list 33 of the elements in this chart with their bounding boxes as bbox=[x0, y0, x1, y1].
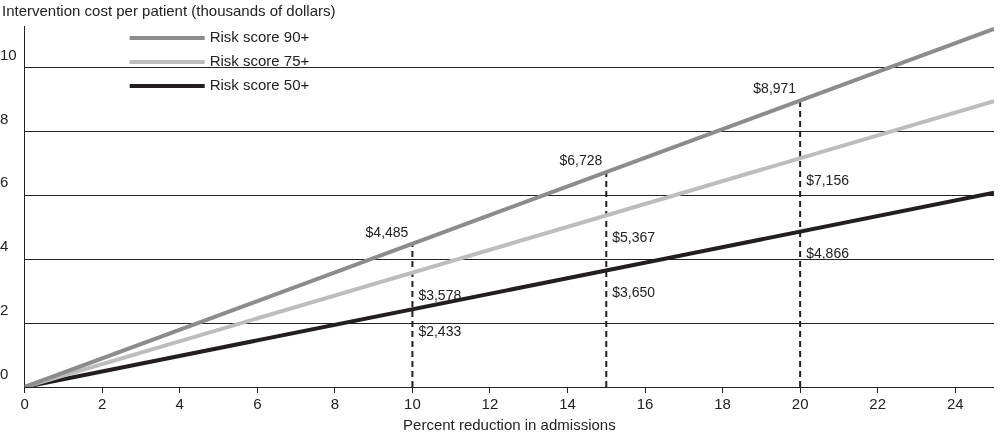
legend-label: Risk score 75+ bbox=[209, 52, 310, 70]
y-tick-label: 6 bbox=[0, 173, 9, 191]
annotation: $3,578 bbox=[418, 286, 462, 303]
annotation: $3,650 bbox=[612, 284, 656, 301]
y-tick-label: 10 bbox=[0, 45, 17, 63]
x-tick-label: 24 bbox=[946, 395, 964, 413]
x-tick-label: 22 bbox=[869, 395, 887, 413]
x-tick-label: 14 bbox=[559, 395, 576, 413]
x-tick-label: 16 bbox=[636, 395, 654, 413]
annotation: $6,728 bbox=[559, 151, 603, 168]
y-tick-label: 0 bbox=[0, 365, 9, 383]
x-tick-label: 0 bbox=[20, 395, 29, 413]
y-tick-label: 8 bbox=[0, 109, 9, 127]
annotation: $4,866 bbox=[806, 245, 850, 262]
x-tick-label: 6 bbox=[253, 395, 262, 413]
x-tick-label: 10 bbox=[404, 395, 421, 413]
y-axis-title: Intervention cost per patient (thousands of dollars) bbox=[2, 2, 336, 19]
x-tick-label: 8 bbox=[330, 395, 340, 413]
y-tick-label: 4 bbox=[0, 237, 9, 255]
annotation: $8,971 bbox=[753, 80, 797, 97]
x-axis-title: Percent reduction in admissions bbox=[403, 416, 616, 434]
legend-label: Risk score 90+ bbox=[209, 28, 310, 46]
x-tick-label: 18 bbox=[714, 395, 731, 413]
x-tick-label: 4 bbox=[175, 395, 184, 413]
x-tick-label: 12 bbox=[481, 395, 499, 413]
annotation: $5,367 bbox=[612, 229, 656, 246]
legend-label: Risk score 50+ bbox=[209, 76, 310, 94]
x-tick-label: 20 bbox=[791, 395, 809, 413]
x-tick-label: 2 bbox=[98, 395, 107, 413]
annotation: $2,433 bbox=[418, 323, 462, 340]
y-tick-label: 2 bbox=[0, 301, 9, 319]
annotation: $7,156 bbox=[806, 172, 850, 189]
annotation: $4,485 bbox=[365, 223, 409, 240]
